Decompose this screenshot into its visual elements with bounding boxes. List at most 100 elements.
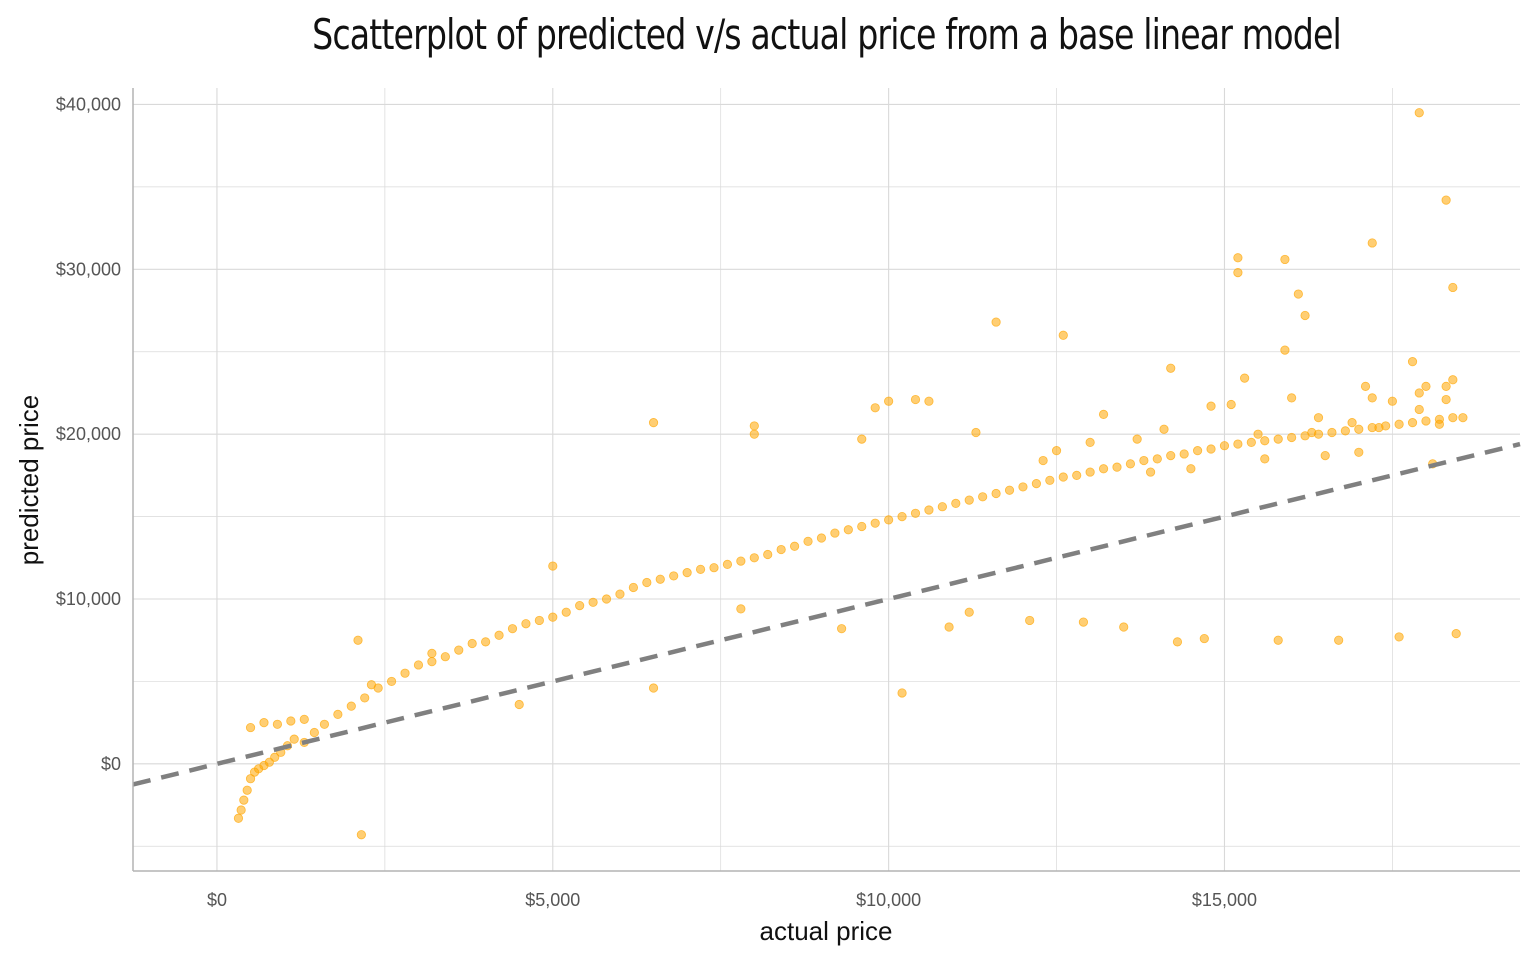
data-point — [897, 688, 907, 698]
data-point — [1166, 363, 1176, 373]
data-point — [1085, 467, 1095, 477]
data-point — [1280, 345, 1290, 355]
x-tick-label: $10,000 — [856, 890, 921, 910]
data-point — [494, 630, 504, 640]
data-point — [655, 574, 665, 584]
data-point — [1132, 434, 1142, 444]
data-point — [356, 830, 366, 840]
data-point — [749, 421, 759, 431]
data-point — [910, 394, 921, 405]
data-point — [521, 619, 531, 629]
data-point — [1018, 482, 1028, 492]
data-point — [991, 317, 1001, 327]
y-axis-title: predicted price — [14, 395, 44, 566]
data-point — [1327, 427, 1337, 438]
data-point — [1233, 253, 1243, 263]
data-point — [1179, 449, 1189, 459]
data-point — [924, 396, 934, 406]
data-point — [964, 607, 974, 617]
data-point — [1334, 635, 1344, 645]
data-point — [1260, 454, 1270, 464]
data-point — [1186, 464, 1196, 474]
data-point — [1166, 450, 1176, 461]
data-point — [588, 597, 598, 607]
data-point — [1407, 357, 1418, 367]
data-point — [991, 488, 1001, 499]
data-point — [722, 559, 733, 569]
data-point — [233, 813, 244, 823]
x-tick-label: $0 — [207, 890, 227, 910]
data-point — [615, 589, 625, 599]
data-point — [1125, 459, 1136, 469]
data-point — [454, 645, 464, 655]
data-point — [548, 561, 558, 571]
data-point — [1287, 432, 1297, 443]
data-point — [1414, 388, 1424, 398]
data-point — [1307, 427, 1317, 438]
data-point — [1347, 418, 1357, 428]
data-point — [601, 594, 612, 604]
reference-line-layer — [132, 441, 1521, 787]
data-point — [272, 719, 283, 729]
data-point — [289, 734, 299, 744]
data-point — [648, 418, 659, 428]
data-point — [1387, 396, 1397, 406]
data-point — [1407, 418, 1418, 428]
data-point — [1354, 447, 1364, 457]
data-point — [1394, 632, 1404, 642]
data-point — [843, 525, 853, 535]
data-point — [1441, 394, 1451, 405]
x-tick-label: $15,000 — [1192, 890, 1257, 910]
x-tick-label: $5,000 — [525, 890, 580, 910]
data-point — [1172, 637, 1183, 647]
data-point — [884, 396, 894, 406]
data-point — [1233, 268, 1243, 278]
data-point — [978, 492, 988, 502]
data-point — [951, 498, 961, 509]
data-point — [1004, 485, 1015, 495]
data-point — [1199, 633, 1209, 644]
data-point — [669, 571, 679, 581]
data-point — [1414, 404, 1424, 415]
data-point — [1246, 437, 1256, 448]
data-point — [1206, 444, 1216, 454]
data-point — [910, 508, 921, 518]
data-point — [1253, 429, 1263, 439]
data-point — [575, 601, 585, 611]
data-point — [1441, 381, 1451, 391]
data-point — [514, 699, 524, 710]
data-point — [309, 727, 319, 738]
data-point — [1219, 441, 1230, 451]
data-point — [534, 615, 544, 626]
data-point — [1098, 409, 1109, 419]
data-point — [1360, 381, 1371, 391]
data-point — [971, 427, 981, 438]
data-point — [1300, 310, 1310, 321]
data-point — [1226, 399, 1236, 410]
data-point — [548, 612, 558, 622]
data-point — [1458, 413, 1468, 423]
data-point — [1058, 472, 1068, 482]
data-point — [467, 638, 477, 649]
data-point — [937, 502, 947, 512]
data-point — [830, 528, 840, 538]
reference-line — [132, 441, 1521, 787]
data-point — [924, 505, 934, 515]
data-point — [346, 701, 356, 711]
data-point — [870, 403, 880, 413]
data-point — [1441, 195, 1451, 205]
data-point — [1280, 254, 1290, 265]
data-point — [427, 657, 437, 667]
data-point — [736, 604, 746, 614]
data-point — [1152, 454, 1162, 464]
data-point — [709, 563, 719, 573]
data-point — [239, 795, 249, 805]
data-point — [695, 564, 706, 574]
data-point — [1340, 426, 1350, 436]
y-tick-label: $40,000 — [56, 94, 121, 114]
data-point — [353, 635, 363, 645]
data-point — [481, 637, 491, 647]
data-point — [628, 582, 638, 593]
data-point — [1031, 479, 1041, 489]
data-point — [440, 652, 450, 662]
